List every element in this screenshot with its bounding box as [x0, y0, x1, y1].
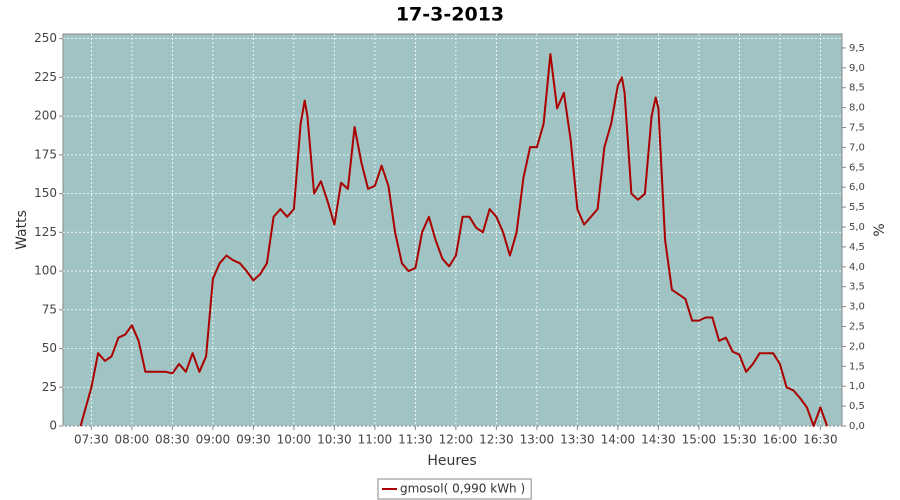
legend: gmosol( 0,990 kWh )	[377, 478, 532, 500]
y2-tick-label: 3,0	[849, 302, 865, 313]
x-tick-label: 08:00	[115, 433, 150, 447]
x-tick-label: 16:00	[763, 433, 798, 447]
y2-tick-label: 2,5	[849, 322, 865, 333]
x-tick-label: 13:00	[520, 433, 555, 447]
y2-tick-label: 5,5	[849, 202, 865, 213]
y-tick-label: 25	[42, 380, 57, 394]
x-tick-label: 10:00	[277, 433, 312, 447]
y2-tick-label: 8,0	[849, 103, 865, 114]
x-tick-label: 07:30	[74, 433, 109, 447]
x-tick-label: 11:30	[398, 433, 433, 447]
data-line	[79, 53, 829, 427]
y2-tick-label: 7,5	[849, 123, 865, 134]
y2-tick-label: 6,5	[849, 162, 865, 173]
y2-tick-label: 0,0	[849, 421, 865, 432]
y2-tick-label: 5,0	[849, 222, 865, 233]
y-axis-title: Watts	[14, 210, 30, 250]
x-tick-label: 14:00	[601, 433, 636, 447]
legend-label: gmosol( 0,990 kWh )	[400, 482, 525, 496]
x-tick-label: 09:00	[196, 433, 231, 447]
y2-tick-label: 1,5	[849, 361, 865, 372]
y-tick-label: 0	[49, 419, 57, 433]
y-tick-label: 150	[34, 186, 57, 200]
x-tick-label: 14:30	[641, 433, 676, 447]
x-axis-title: Heures	[427, 453, 476, 469]
y-tick-label: 175	[34, 147, 57, 161]
x-tick-label: 11:00	[358, 433, 393, 447]
y-tick-label: 125	[34, 225, 57, 239]
y-tick-label: 50	[42, 341, 57, 355]
x-tick-label: 10:30	[317, 433, 352, 447]
y2-tick-label: 9,0	[849, 63, 865, 74]
y2-tick-label: 4,0	[849, 262, 865, 273]
x-tick-label: 09:30	[236, 433, 271, 447]
y2-tick-label: 1,0	[849, 381, 865, 392]
chart-title: 17-3-2013	[396, 4, 504, 26]
y-tick-label: 75	[42, 302, 57, 316]
x-tick-label: 15:30	[722, 433, 757, 447]
y-tick-label: 250	[34, 31, 57, 45]
y2-axis-title: %	[872, 223, 888, 236]
x-tick-label: 12:00	[439, 433, 474, 447]
x-tick-label: 08:30	[155, 433, 190, 447]
y-tick-label: 100	[34, 264, 57, 278]
x-tick-label: 13:30	[560, 433, 595, 447]
y2-tick-label: 9,5	[849, 43, 865, 54]
x-tick-label: 12:30	[479, 433, 514, 447]
y2-tick-label: 2,0	[849, 341, 865, 352]
y-tick-label: 200	[34, 109, 57, 123]
y2-tick-label: 7,0	[849, 142, 865, 153]
y2-tick-label: 4,5	[849, 242, 865, 253]
y2-tick-label: 6,0	[849, 182, 865, 193]
y-tick-label: 225	[34, 70, 57, 84]
x-tick-label: 15:00	[682, 433, 717, 447]
y2-tick-label: 8,5	[849, 83, 865, 94]
y2-tick-label: 3,5	[849, 282, 865, 293]
y2-tick-label: 0,5	[849, 401, 865, 412]
legend-box	[377, 478, 532, 500]
x-tick-label: 16:30	[803, 433, 838, 447]
plot-area	[62, 33, 843, 427]
